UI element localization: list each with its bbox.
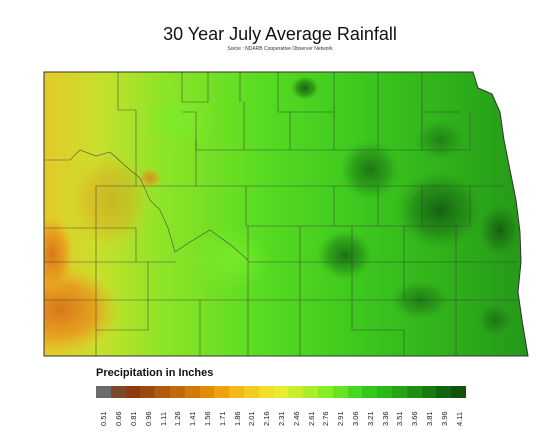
legend-swatch — [96, 386, 111, 398]
map-title: 30 Year July Average Rainfall — [163, 24, 397, 44]
legend-swatch — [214, 386, 230, 398]
legend-swatch — [332, 386, 348, 398]
legend-swatch — [258, 386, 274, 398]
legend-tick-label: 2.46 — [291, 411, 301, 426]
legend-swatch — [451, 386, 466, 398]
legend-tick-label: 2.61 — [306, 411, 316, 426]
legend-tick-label: 0.96 — [143, 411, 153, 426]
legend-swatch — [406, 386, 422, 398]
legend-tick-label: 1.41 — [188, 411, 198, 426]
legend-tick-label: 1.56 — [203, 411, 212, 426]
legend-tick-label: 3.66 — [410, 411, 420, 426]
legend-swatch — [125, 386, 141, 398]
legend-swatch — [377, 386, 392, 398]
county-boundaries — [44, 72, 518, 356]
legend-tick-label: 0.81 — [129, 411, 138, 426]
legend-swatch — [243, 386, 259, 398]
legend-tick-label: 3.51 — [395, 411, 405, 426]
legend-swatch — [273, 386, 289, 398]
legend-tick-label: 3.81 — [425, 411, 434, 426]
legend-tick-label: 3.06 — [351, 411, 360, 426]
legend-tick-label: 0.51 — [99, 411, 109, 426]
legend-tick-label: 4.11 — [454, 411, 464, 426]
legend-swatch — [362, 386, 378, 398]
legend-swatch — [140, 386, 156, 398]
legend-color-bar — [96, 386, 466, 398]
legend-swatch — [110, 386, 126, 398]
map-subtitle: Soicie : NDARB Cooperative Observer Netw… — [227, 46, 333, 52]
legend-tick-label: 1.71 — [217, 411, 227, 426]
legend-tick-label: 2.01 — [247, 411, 257, 426]
legend-tick-label: 1.11 — [158, 411, 168, 426]
legend-tick-label: 2.91 — [336, 411, 346, 426]
legend-tick-label: 3.36 — [380, 411, 390, 426]
legend-tick-label: 2.76 — [321, 411, 331, 426]
legend-swatch — [303, 386, 318, 398]
legend-tick-label: 3.21 — [365, 411, 375, 426]
legend-swatch — [347, 386, 363, 398]
legend-tick-label: 2.31 — [277, 411, 286, 426]
state-outline — [43, 71, 529, 357]
legend-swatch — [155, 386, 170, 398]
legend-tick-label: 3.96 — [439, 411, 449, 426]
legend-swatch — [391, 386, 407, 398]
legend-swatch — [199, 386, 215, 398]
legend-title: Precipitation in Inches — [96, 367, 214, 379]
legend-tick-label: 2.16 — [262, 411, 272, 426]
legend-swatch — [184, 386, 200, 398]
legend-swatch — [421, 386, 437, 398]
legend-tick-label: 1.26 — [173, 411, 183, 426]
legend-swatch — [317, 386, 333, 398]
rainfall-surface — [44, 72, 528, 356]
legend-tick-labels: 0.51 0.66 0.81 0.96 1.11 1.26 1.41 1.56 1.71 1.86… — [96, 400, 466, 430]
legend-swatch — [288, 386, 304, 398]
legend-tick-label: 0.66 — [114, 411, 124, 426]
legend-swatch — [436, 386, 452, 398]
legend-tick-label: 1.86 — [232, 411, 242, 426]
legend-swatch — [229, 386, 244, 398]
legend-swatch — [169, 386, 185, 398]
